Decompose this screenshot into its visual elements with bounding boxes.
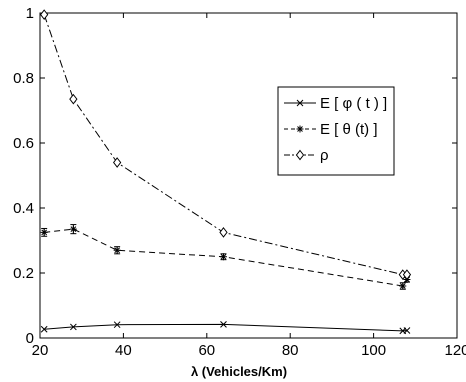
y-tick-label: 1 [26, 5, 34, 22]
marker-stroke [70, 226, 77, 232]
data-point [402, 269, 412, 280]
series-1 [40, 320, 411, 335]
data-point [399, 282, 407, 290]
data-point [113, 157, 122, 168]
legend: E [ φ ( t ) ] E [ θ (t) ] ρ [277, 86, 395, 176]
x-tick-label: 20 [32, 342, 49, 359]
x-tick-label: 100 [361, 342, 386, 359]
data-point [220, 320, 227, 328]
data-point [219, 227, 228, 238]
data-point [113, 321, 121, 329]
marker-stroke [114, 247, 120, 254]
legend-marker [296, 99, 304, 107]
legend-marker [295, 149, 305, 161]
data-point [403, 327, 411, 334]
marker-stroke [220, 253, 227, 260]
y-tick-label: 0 [26, 330, 34, 347]
legend-label: E [ φ ( t ) ] [320, 95, 387, 112]
data-point [113, 246, 121, 254]
legend-label: E [ θ (t) ] [320, 121, 378, 138]
x-tick-label: 80 [282, 342, 299, 359]
marker-stroke [41, 229, 48, 236]
marker-stroke [40, 325, 48, 333]
marker-stroke [296, 99, 304, 107]
legend-marker [296, 125, 304, 133]
x-tick-label: 120 [444, 342, 466, 359]
data-point [40, 325, 48, 333]
x-axis-label: λ (Vehicles/Km) [191, 364, 287, 379]
data-point [219, 253, 227, 261]
x-tick-label: 60 [198, 342, 215, 359]
x-tick-label: 40 [115, 342, 132, 359]
marker-shape [69, 93, 78, 105]
marker-shape [295, 149, 305, 161]
y-tick-label: 0.4 [13, 200, 34, 217]
marker-shape [40, 9, 49, 20]
marker-stroke [399, 283, 406, 289]
marker-shape [402, 269, 412, 280]
data-point [69, 225, 77, 233]
series-3 [40, 9, 412, 280]
y-tick-label: 0.6 [13, 135, 34, 152]
marker-stroke [113, 321, 121, 329]
marker-stroke [403, 327, 411, 334]
data-point [69, 93, 78, 105]
marker-stroke [70, 323, 77, 331]
marker-stroke [297, 126, 303, 132]
plot-frame [39, 12, 458, 339]
marker-shape [113, 157, 122, 168]
series-line [44, 228, 408, 287]
y-tick-label: 0.8 [13, 70, 34, 87]
data-point [40, 228, 48, 236]
marker-shape [219, 227, 228, 238]
series-line [44, 323, 408, 332]
data-point [40, 9, 49, 20]
plot-area: 20 40 60 80 100 120 0 0.2 0.4 0.6 0.8 1 [13, 5, 466, 359]
legend-label: ρ [320, 147, 329, 164]
y-tick-label: 0.2 [13, 265, 34, 282]
data-point [70, 323, 77, 331]
marker-stroke [220, 320, 227, 328]
series-line [43, 14, 407, 276]
